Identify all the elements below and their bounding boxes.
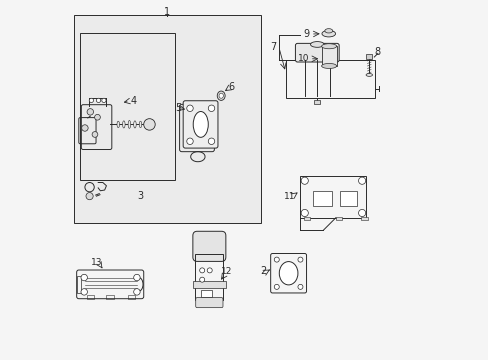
- Bar: [339, 192, 357, 206]
- Bar: [195, 254, 223, 300]
- Text: 2: 2: [260, 266, 266, 276]
- Ellipse shape: [128, 121, 130, 129]
- Circle shape: [301, 177, 308, 184]
- Bar: [314, 100, 320, 104]
- Text: 7: 7: [269, 42, 275, 52]
- Ellipse shape: [139, 121, 142, 128]
- Bar: [80, 33, 174, 180]
- Bar: [335, 217, 342, 220]
- FancyBboxPatch shape: [195, 298, 223, 308]
- Ellipse shape: [217, 91, 224, 100]
- Ellipse shape: [219, 93, 223, 98]
- Circle shape: [301, 210, 308, 217]
- Circle shape: [208, 105, 214, 112]
- Text: 5: 5: [175, 103, 181, 113]
- Ellipse shape: [133, 121, 136, 128]
- Ellipse shape: [321, 44, 336, 49]
- Circle shape: [199, 268, 204, 273]
- Text: 8: 8: [374, 46, 380, 57]
- Bar: [128, 296, 135, 299]
- Text: 10: 10: [297, 54, 309, 63]
- Ellipse shape: [324, 29, 332, 33]
- Bar: [77, 276, 81, 293]
- Circle shape: [87, 109, 93, 115]
- Circle shape: [274, 284, 279, 289]
- Circle shape: [96, 98, 101, 103]
- Text: 1: 1: [164, 7, 170, 17]
- Circle shape: [207, 268, 212, 273]
- Text: 3: 3: [137, 191, 143, 201]
- Circle shape: [133, 274, 140, 281]
- Text: 12: 12: [221, 267, 232, 276]
- Bar: [360, 217, 367, 220]
- Text: 4: 4: [130, 96, 136, 106]
- Ellipse shape: [366, 73, 372, 76]
- Text: 13: 13: [91, 258, 102, 267]
- Circle shape: [358, 210, 365, 217]
- Circle shape: [199, 277, 204, 282]
- FancyBboxPatch shape: [295, 43, 339, 62]
- Bar: [366, 54, 371, 59]
- Circle shape: [186, 138, 193, 144]
- Circle shape: [81, 274, 87, 281]
- Circle shape: [274, 257, 279, 262]
- Bar: [192, 281, 225, 288]
- Bar: [312, 192, 332, 206]
- Bar: [86, 296, 94, 299]
- Ellipse shape: [117, 121, 119, 128]
- Circle shape: [133, 289, 140, 295]
- Circle shape: [81, 125, 88, 131]
- Bar: [321, 46, 336, 66]
- Text: 11: 11: [283, 192, 294, 201]
- Ellipse shape: [279, 262, 297, 285]
- Ellipse shape: [310, 41, 324, 47]
- Circle shape: [102, 98, 106, 103]
- Circle shape: [297, 284, 303, 289]
- Ellipse shape: [321, 63, 336, 68]
- Circle shape: [358, 177, 365, 184]
- FancyBboxPatch shape: [192, 231, 225, 261]
- Circle shape: [297, 257, 303, 262]
- Circle shape: [86, 193, 93, 200]
- Ellipse shape: [321, 31, 335, 37]
- FancyBboxPatch shape: [183, 101, 218, 148]
- Circle shape: [89, 98, 93, 103]
- Ellipse shape: [122, 121, 125, 128]
- Circle shape: [208, 138, 214, 144]
- Circle shape: [81, 289, 87, 295]
- Circle shape: [92, 132, 98, 137]
- Circle shape: [143, 119, 155, 130]
- Text: 6: 6: [228, 82, 234, 92]
- Text: 9: 9: [303, 29, 308, 39]
- Bar: [201, 290, 212, 297]
- Circle shape: [186, 105, 193, 112]
- Bar: [106, 296, 113, 299]
- Bar: [303, 217, 309, 220]
- Bar: [74, 15, 260, 223]
- Circle shape: [94, 114, 100, 120]
- Ellipse shape: [193, 112, 208, 137]
